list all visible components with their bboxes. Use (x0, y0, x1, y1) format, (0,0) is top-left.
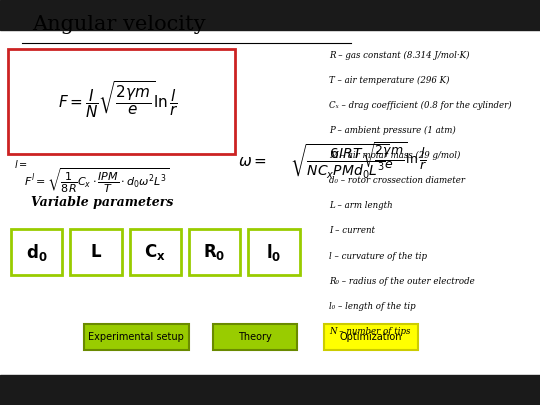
FancyBboxPatch shape (11, 229, 62, 275)
FancyBboxPatch shape (324, 324, 418, 350)
Text: l₀ – length of the tip: l₀ – length of the tip (329, 302, 416, 311)
FancyBboxPatch shape (130, 229, 181, 275)
Text: L – arm length: L – arm length (329, 201, 393, 210)
Text: Optimization: Optimization (340, 332, 402, 342)
Text: T – air temperature (296 K): T – air temperature (296 K) (329, 76, 450, 85)
Text: $\mathbf{l_0}$: $\mathbf{l_0}$ (266, 242, 282, 262)
Text: $\sqrt{\dfrac{2\gamma m}{e}}\ln\dfrac{l}{r}$: $\sqrt{\dfrac{2\gamma m}{e}}\ln\dfrac{l}… (362, 140, 427, 172)
Text: N – number of tips: N – number of tips (329, 327, 411, 336)
Text: R – gas constant (8.314 J/mol·K): R – gas constant (8.314 J/mol·K) (329, 51, 470, 60)
Bar (0, 0, 540, 30)
Text: d₀ – rotor crossection diameter: d₀ – rotor crossection diameter (329, 176, 465, 185)
Text: M – air molar mass (29 g/mol): M – air molar mass (29 g/mol) (329, 151, 461, 160)
Text: R₀ – radius of the outer electrode: R₀ – radius of the outer electrode (329, 277, 475, 286)
Text: 18: 18 (506, 338, 524, 352)
Text: $F^l = \sqrt{\dfrac{1}{8R}C_x \cdot \dfrac{IPM}{T} \cdot d_0\omega^2 L^3}$: $F^l = \sqrt{\dfrac{1}{8R}C_x \cdot \dfr… (24, 166, 170, 194)
Text: Angular velocity: Angular velocity (32, 15, 206, 34)
Text: l – curvature of the tip: l – curvature of the tip (329, 252, 427, 260)
Text: $\mathbf{C_x}$: $\mathbf{C_x}$ (144, 242, 166, 262)
FancyBboxPatch shape (213, 324, 297, 350)
FancyBboxPatch shape (70, 229, 122, 275)
Text: $l =$: $l =$ (14, 158, 27, 170)
FancyBboxPatch shape (8, 49, 235, 154)
Text: $F = \dfrac{I}{N}\sqrt{\dfrac{2\gamma m}{e}}\ln\dfrac{l}{r}$: $F = \dfrac{I}{N}\sqrt{\dfrac{2\gamma m}… (58, 79, 179, 120)
FancyBboxPatch shape (248, 229, 300, 275)
Text: I – current: I – current (329, 226, 375, 235)
Text: P – ambient pressure (1 atm): P – ambient pressure (1 atm) (329, 126, 456, 135)
FancyBboxPatch shape (189, 229, 240, 275)
Text: $\mathbf{L}$: $\mathbf{L}$ (90, 244, 102, 260)
Bar (0, 30, 540, 375)
Text: $\mathbf{d_0}$: $\mathbf{d_0}$ (26, 242, 47, 262)
Text: Cₓ – drag coefficient (0.8 for the cylinder): Cₓ – drag coefficient (0.8 for the cylin… (329, 101, 512, 110)
Text: $\sqrt{\dfrac{6IRT}{NC_xPMd_0L^3}}$: $\sqrt{\dfrac{6IRT}{NC_xPMd_0L^3}}$ (291, 143, 390, 181)
Text: $\omega =$: $\omega =$ (238, 155, 266, 169)
Text: Variable parameters: Variable parameters (31, 196, 174, 209)
Text: $\mathbf{R_0}$: $\mathbf{R_0}$ (204, 242, 226, 262)
Text: Theory: Theory (238, 332, 272, 342)
Bar (0, 375, 540, 405)
Text: Experimental setup: Experimental setup (89, 332, 184, 342)
FancyBboxPatch shape (84, 324, 189, 350)
